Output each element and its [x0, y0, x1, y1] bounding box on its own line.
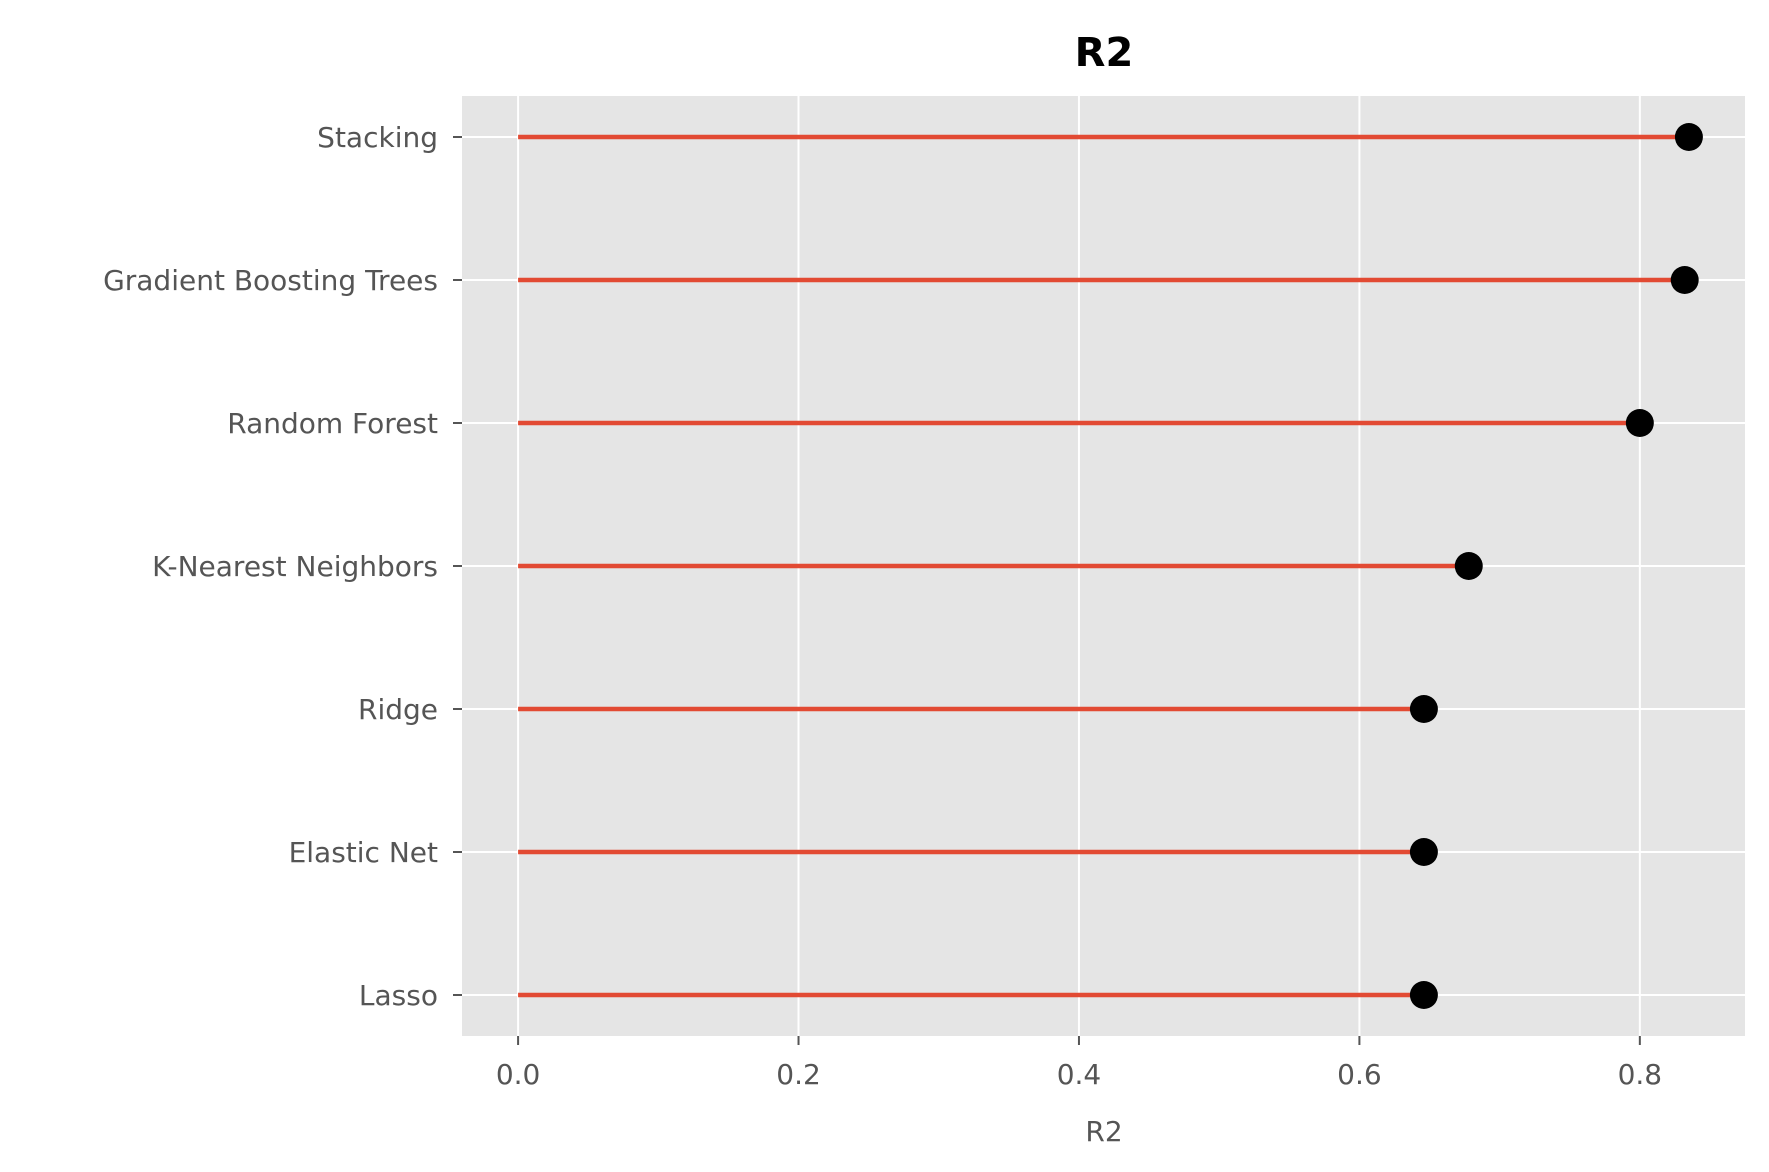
y-tick-label: K-Nearest Neighbors: [152, 550, 438, 583]
x-tick-label: 0.0: [496, 1058, 541, 1091]
y-axis: Lasso Elastic Net Ridge K-Nearest Neighbors…: [103, 121, 462, 1012]
y-tick-label: Stacking: [317, 121, 438, 154]
x-tick-label: 0.6: [1337, 1058, 1382, 1091]
marker: [1625, 409, 1654, 437]
x-tick-label: 0.8: [1618, 1058, 1663, 1091]
marker: [1409, 695, 1438, 723]
x-axis: 0.0 0.2 0.4 0.6 0.8: [496, 1036, 1662, 1091]
marker: [1409, 838, 1438, 866]
marker: [1670, 266, 1699, 294]
x-tick-label: 0.2: [776, 1058, 821, 1091]
y-tick-label: Elastic Net: [289, 836, 438, 869]
y-tick-label: Ridge: [358, 693, 438, 726]
x-tick-label: 0.4: [1057, 1058, 1102, 1091]
stems: [518, 134, 1689, 998]
marker: [1674, 123, 1703, 151]
chart-title: R2: [1075, 30, 1134, 76]
y-tick-label: Gradient Boosting Trees: [103, 264, 438, 297]
y-tick-label: Lasso: [359, 979, 438, 1012]
y-tick-label: Random Forest: [227, 407, 438, 440]
marker: [1454, 552, 1483, 580]
marker: [1409, 981, 1438, 1009]
markers: [1409, 123, 1703, 1009]
x-axis-label: R2: [1085, 1115, 1122, 1148]
